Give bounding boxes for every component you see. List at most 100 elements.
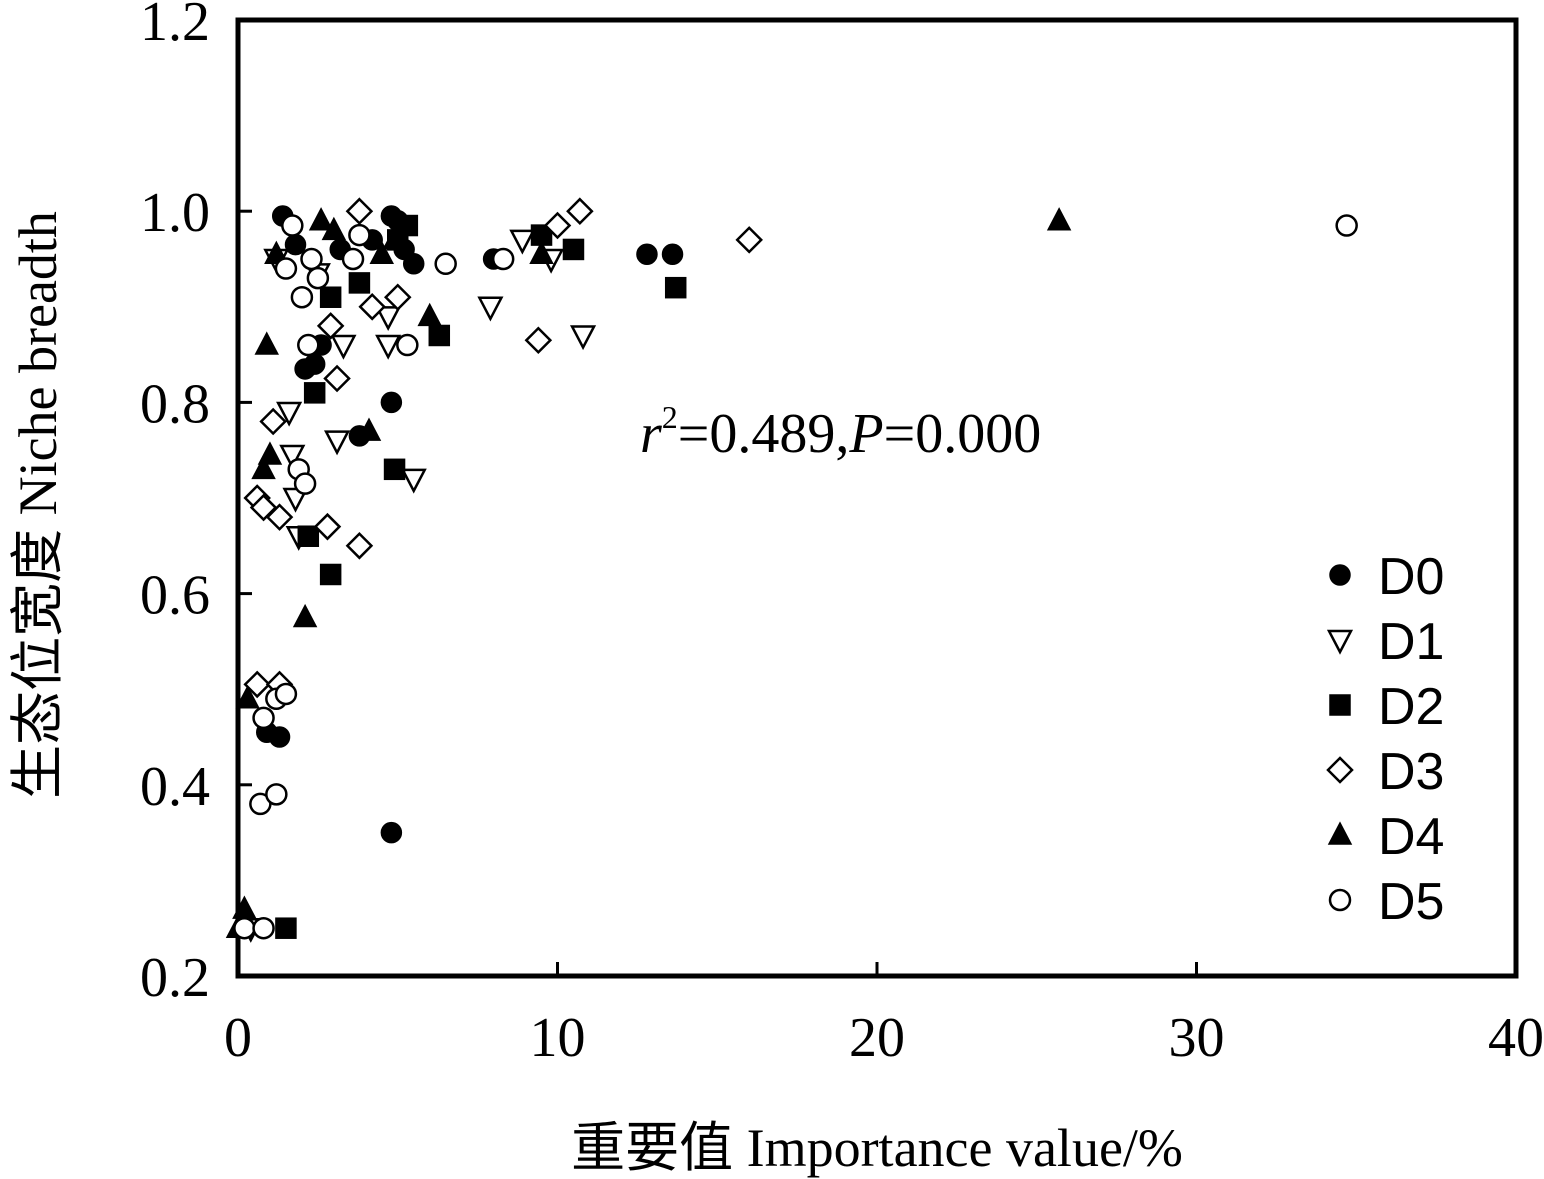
point-d5 [233, 916, 256, 940]
point-d0 [303, 353, 326, 375]
point-d4 [235, 685, 260, 709]
annotation-tail: =0.000 [884, 403, 1042, 465]
point-d4 [1046, 207, 1072, 231]
point-d5 [348, 223, 371, 247]
y-tick-label: 0.6 [140, 565, 210, 627]
point-d5 [341, 247, 365, 271]
point-d5 [281, 214, 304, 237]
point-d1 [509, 229, 536, 255]
point-d4 [257, 441, 283, 465]
x-tick-label: 10 [530, 1007, 586, 1069]
point-d1 [375, 334, 402, 360]
point-d1 [323, 430, 351, 456]
point-d5 [297, 333, 320, 357]
x-axis-title: 重要值 Importance value/% [571, 1118, 1183, 1178]
point-d4 [254, 331, 279, 355]
point-d3 [265, 503, 294, 531]
annotation-sup: 2 [662, 399, 678, 435]
point-d0 [636, 243, 658, 265]
y-tick-label: 0.2 [140, 947, 210, 1009]
legend-marker-d0 [1329, 564, 1351, 586]
point-d5 [396, 333, 419, 357]
y-tick-label: 0.8 [140, 373, 210, 435]
point-d4 [251, 455, 276, 480]
point-d3 [566, 197, 594, 225]
point-d3 [543, 211, 572, 240]
point-d2 [275, 917, 297, 939]
point-d4 [382, 226, 407, 250]
point-d1 [330, 334, 357, 360]
point-d0 [284, 233, 307, 256]
legend-label-d3: D3 [1378, 743, 1444, 801]
x-tick-label: 20 [849, 1007, 905, 1069]
x-tick-label: 0 [224, 1007, 252, 1069]
legend-label-d5: D5 [1378, 873, 1444, 931]
point-d2 [319, 286, 342, 308]
point-d2 [562, 238, 585, 261]
point-d5 [249, 792, 272, 816]
plot-frame [235, 17, 1519, 979]
point-d4 [308, 207, 334, 231]
point-d0 [268, 726, 291, 748]
annotation-mid: =0.489, [678, 403, 850, 465]
x-tick-label: 30 [1169, 1007, 1225, 1069]
point-d2 [297, 525, 320, 547]
data-points [225, 197, 1358, 943]
legend-marker-d2 [1329, 694, 1351, 716]
point-d0 [380, 391, 403, 414]
point-d3 [345, 532, 374, 560]
y-tick-label: 1.2 [140, 0, 210, 53]
annotation-r: r [640, 403, 662, 465]
legend: D0 D1 D2 D3 D4 D5 [1326, 548, 1444, 931]
point-d4 [417, 302, 442, 327]
point-d5 [491, 247, 515, 271]
point-d5 [274, 682, 298, 706]
point-d5 [306, 266, 330, 290]
annotation-p: P [848, 403, 883, 465]
x-tick-label: 40 [1488, 1007, 1544, 1069]
y-tick-label: 0.4 [140, 756, 210, 818]
point-d4 [292, 603, 318, 628]
point-d4 [321, 216, 347, 241]
point-d5 [300, 247, 323, 271]
y-tick-label: 1.0 [140, 182, 210, 244]
point-d3 [316, 312, 345, 340]
point-d4 [529, 240, 554, 264]
legend-label-d2: D2 [1378, 678, 1444, 736]
point-d5 [252, 706, 275, 730]
legend-marker-d3 [1326, 756, 1354, 784]
point-d1 [279, 444, 306, 470]
y-axis-title: 生态位宽度 Niche breadth [8, 211, 68, 799]
point-d3 [383, 283, 412, 312]
point-d4 [356, 417, 382, 441]
point-d0 [402, 253, 425, 275]
legend-marker-d5 [1328, 888, 1352, 912]
point-d5 [265, 783, 288, 806]
point-d3 [358, 293, 386, 321]
point-d5 [290, 285, 314, 309]
point-d3 [345, 197, 374, 225]
point-d2 [383, 458, 406, 481]
point-d1 [477, 296, 504, 322]
point-d3 [735, 226, 763, 254]
legend-label-d1: D1 [1378, 613, 1444, 671]
point-d2 [348, 272, 371, 294]
point-d2 [319, 563, 342, 586]
point-d3 [259, 407, 287, 436]
point-d1 [375, 306, 402, 332]
point-d4 [369, 240, 395, 264]
legend-marker-d1 [1326, 629, 1354, 655]
point-d5 [293, 472, 317, 495]
point-d2 [664, 276, 687, 299]
point-d1 [569, 325, 597, 351]
legend-marker-d4 [1327, 821, 1353, 845]
legend-label-d0: D0 [1378, 548, 1444, 606]
annotation: r2=0.489,P=0.000 [640, 399, 1041, 465]
point-d2 [303, 382, 326, 404]
legend-label-d4: D4 [1378, 808, 1444, 866]
point-d1 [400, 468, 427, 494]
point-d5 [252, 916, 275, 940]
point-d5 [274, 257, 298, 280]
point-d0 [380, 821, 403, 844]
